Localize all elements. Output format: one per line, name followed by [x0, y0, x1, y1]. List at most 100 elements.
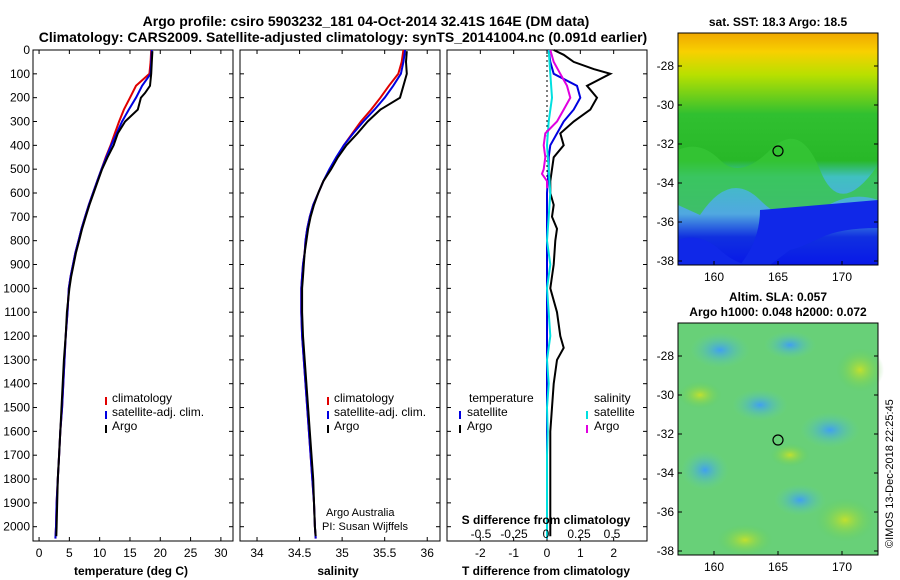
depth-tick-label: 900 [10, 258, 30, 272]
map-lat-label: -34 [657, 466, 675, 480]
legend-argo: Argo [112, 419, 138, 433]
map-lon-label: 170 [832, 270, 852, 284]
sla-low-anomaly [774, 484, 826, 516]
sla-high-anomaly [836, 348, 884, 392]
temperature-panel: 0100200300400500600700800900100011001200… [3, 43, 234, 578]
sla-low-anomaly [764, 331, 816, 359]
pi-credit: PI: Susan Wijffels [322, 521, 408, 533]
map-lat-label: -36 [657, 505, 675, 519]
salinity-plot-frame [239, 49, 441, 542]
x-tick-label: 35.5 [373, 546, 397, 560]
x-tick-label: 36 [421, 546, 435, 560]
legend-climatology: climatology [334, 391, 394, 405]
depth-tick-label: 1500 [3, 401, 30, 415]
argo-position-marker [772, 434, 784, 446]
s-tick: -0.5 [471, 527, 492, 541]
difference-legend: temperature satellite Argo salinity sate… [459, 391, 635, 433]
map-lat-label: -32 [657, 137, 675, 151]
x-tick-label: 0 [544, 546, 551, 560]
legend-t-satellite: satellite [467, 405, 508, 419]
map-lon-label: 160 [704, 560, 724, 574]
depth-tick-label: 700 [10, 210, 30, 224]
x-tick-label: 5 [66, 546, 73, 560]
legend-argo: Argo [334, 419, 360, 433]
x-tick-label: 2 [610, 546, 617, 560]
legend-salinity-title: salinity [594, 391, 631, 405]
legend-satellite: satellite-adj. clim. [334, 405, 426, 419]
depth-tick-label: 800 [10, 234, 30, 248]
sla-low-anomaly [732, 389, 788, 421]
x-tick-label: 0 [36, 546, 43, 560]
map-lat-label: -28 [657, 349, 675, 363]
depth-tick-label: 1300 [3, 353, 30, 367]
sst-cold-water [740, 200, 878, 265]
map-lon-label: 170 [832, 560, 852, 574]
map-lat-label: -38 [657, 544, 675, 558]
figure-title: Argo profile: csiro 5903232_181 04-Oct-2… [143, 13, 590, 29]
series-line-argo [55, 51, 154, 537]
depth-tick-label: 0 [23, 43, 30, 57]
difference-panel: -2 -1 0 1 2 T difference from climatology S … [446, 49, 648, 578]
t-difference-xlabel: T difference from climatology [462, 564, 630, 578]
depth-tick-label: 300 [10, 115, 30, 129]
x-tick-label: 30 [214, 546, 228, 560]
temperature-xlabel: temperature (deg C) [74, 564, 188, 578]
legend-temperature-title: temperature [469, 391, 534, 405]
sla-low-anomaly [800, 412, 860, 448]
argo-australia-credit: Argo Australia [326, 507, 395, 519]
depth-tick-label: 200 [10, 91, 30, 105]
sst-map: sat. SST: 18.3 Argo: 18.5 -28 -30 -32 -34 -3… [657, 15, 879, 284]
salinity-depth-ticks [240, 49, 440, 528]
legend-satellite: satellite-adj. clim. [112, 405, 204, 419]
depth-tick-label: 500 [10, 162, 30, 176]
depth-tick-label: 2000 [3, 520, 30, 534]
map-lat-label: -30 [657, 98, 675, 112]
sla-map-axes: -28 -30 -32 -34 -36 -38 160 165 170 [657, 349, 878, 574]
depth-tick-label: 1200 [3, 329, 30, 343]
map-lat-label: -36 [657, 215, 675, 229]
sla-map-subtitle: Argo h1000: 0.048 h2000: 0.072 [689, 305, 867, 319]
map-lat-label: -28 [657, 59, 675, 73]
depth-tick-label: 1600 [3, 424, 30, 438]
depth-tick-label: 1900 [3, 496, 30, 510]
temperature-series [54, 49, 154, 539]
sst-cold-water-west [678, 237, 760, 266]
depth-tick-label: 1000 [3, 281, 30, 295]
s-difference-xlabel: S difference from climatology [462, 513, 631, 527]
argo-position-marker [772, 145, 784, 157]
sla-high-anomaly [815, 498, 875, 542]
sst-map-axes: -28 -30 -32 -34 -36 -38 160 165 170 [657, 59, 878, 284]
temperature-legend: climatology satellite-adj. clim. Argo [105, 391, 204, 433]
series-line-s-satellite [545, 49, 554, 539]
s-difference-ticks: -0.5 -0.25 0 0.25 0.5 [471, 527, 621, 541]
legend-s-argo: Argo [594, 419, 620, 433]
s-tick: 0.5 [604, 527, 621, 541]
salinity-panel: 34 34.5 35 35.5 36 salinity climatology sate… [239, 49, 441, 578]
s-tick: -0.25 [500, 527, 528, 541]
x-tick-label: -2 [475, 546, 486, 560]
sla-low-anomaly [681, 450, 729, 490]
depth-tick-label: 1700 [3, 448, 30, 462]
salinity-legend: climatology satellite-adj. clim. Argo [327, 391, 426, 433]
s-tick: 0.25 [567, 527, 591, 541]
difference-series [540, 49, 614, 541]
salinity-xlabel: salinity [317, 564, 359, 578]
sla-high-anomaly [717, 524, 773, 556]
map-lat-label: -38 [657, 254, 675, 268]
sla-high-anomaly [770, 443, 810, 467]
depth-tick-label: 100 [10, 67, 30, 81]
s-tick: 0 [543, 527, 550, 541]
legend-climatology: climatology [112, 391, 172, 405]
map-lon-label: 160 [704, 270, 724, 284]
x-tick-label: 35 [335, 546, 349, 560]
t-difference-axis: -2 -1 0 1 2 [475, 50, 617, 560]
x-tick-label: 34 [250, 546, 264, 560]
map-lon-label: 165 [768, 560, 788, 574]
difference-depth-ticks [447, 49, 647, 528]
sla-high-anomaly [678, 381, 722, 409]
sst-warm-eddy [678, 138, 878, 218]
temperature-axis: 0 5 10 15 20 25 30 [36, 50, 228, 560]
map-lat-label: -34 [657, 176, 675, 190]
x-tick-label: 34.5 [288, 546, 312, 560]
